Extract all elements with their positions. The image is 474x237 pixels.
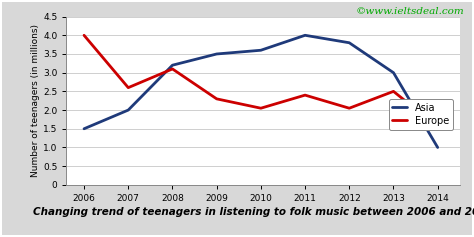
Asia <box>170 64 175 67</box>
Europe <box>214 97 219 100</box>
Asia <box>258 49 264 52</box>
Asia <box>302 34 308 37</box>
Europe <box>126 86 131 89</box>
Europe <box>170 68 175 70</box>
X-axis label: Changing trend of teenagers in listening to folk music between 2006 and 2014: Changing trend of teenagers in listening… <box>33 207 474 217</box>
Asia <box>391 71 396 74</box>
Legend: Asia, Europe: Asia, Europe <box>389 99 453 130</box>
Europe <box>302 94 308 96</box>
Europe <box>391 90 396 93</box>
Asia <box>126 109 131 111</box>
Text: ©www.ieltsdeal.com: ©www.ieltsdeal.com <box>356 7 465 16</box>
Asia <box>214 53 219 55</box>
Y-axis label: Number of teenagers (in millions): Number of teenagers (in millions) <box>31 24 40 177</box>
Asia <box>435 146 440 149</box>
Line: Europe: Europe <box>84 35 438 127</box>
Line: Asia: Asia <box>84 35 438 147</box>
Europe <box>435 125 440 128</box>
Asia <box>81 127 87 130</box>
Europe <box>346 107 352 110</box>
Europe <box>81 34 87 37</box>
Europe <box>258 107 264 110</box>
Asia <box>346 41 352 44</box>
